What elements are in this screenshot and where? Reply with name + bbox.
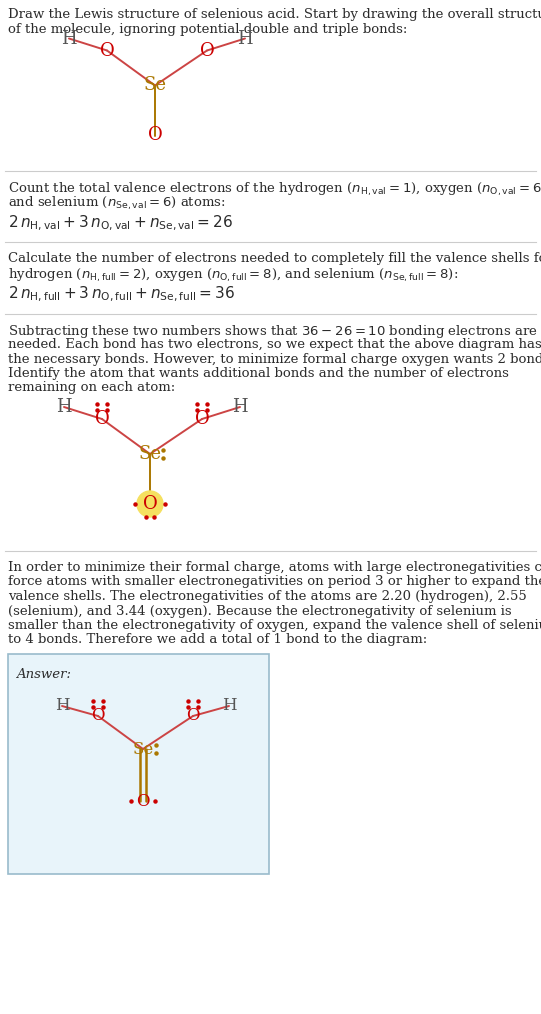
Text: O: O — [136, 793, 150, 809]
Text: H: H — [56, 399, 72, 416]
Text: $2\,n_{\mathrm{H,val}} + 3\,n_{\mathrm{O,val}} + n_{\mathrm{Se,val}} = 26$: $2\,n_{\mathrm{H,val}} + 3\,n_{\mathrm{O… — [8, 214, 233, 233]
Text: In order to minimize their formal charge, atoms with large electronegativities c: In order to minimize their formal charge… — [8, 561, 541, 574]
Circle shape — [137, 491, 163, 517]
Text: Draw the Lewis structure of selenious acid. Start by drawing the overall structu: Draw the Lewis structure of selenious ac… — [8, 8, 541, 21]
Text: of the molecule, ignoring potential double and triple bonds:: of the molecule, ignoring potential doub… — [8, 22, 407, 35]
Text: Calculate the number of electrons needed to completely fill the valence shells f: Calculate the number of electrons needed… — [8, 252, 541, 265]
Text: and selenium ($n_{\mathrm{Se,val}} = 6$) atoms:: and selenium ($n_{\mathrm{Se,val}} = 6$)… — [8, 195, 226, 212]
Text: O: O — [91, 708, 105, 724]
Text: Count the total valence electrons of the hydrogen ($n_{\mathrm{H,val}} = 1$), ox: Count the total valence electrons of the… — [8, 180, 541, 198]
Text: H: H — [232, 399, 248, 416]
Text: hydrogen ($n_{\mathrm{H,full}} = 2$), oxygen ($n_{\mathrm{O,full}} = 8$), and se: hydrogen ($n_{\mathrm{H,full}} = 2$), ox… — [8, 267, 458, 284]
Text: (selenium), and 3.44 (oxygen). Because the electronegativity of selenium is: (selenium), and 3.44 (oxygen). Because t… — [8, 604, 512, 618]
Text: O: O — [200, 42, 214, 60]
Text: Se: Se — [138, 445, 162, 463]
Text: Se: Se — [133, 740, 154, 757]
Text: O: O — [148, 127, 162, 145]
Text: to 4 bonds. Therefore we add a total of 1 bond to the diagram:: to 4 bonds. Therefore we add a total of … — [8, 634, 427, 647]
Text: O: O — [186, 708, 200, 724]
Text: Subtracting these two numbers shows that $36 - 26 = 10$ bonding electrons are: Subtracting these two numbers shows that… — [8, 323, 538, 341]
Text: O: O — [100, 42, 114, 60]
FancyBboxPatch shape — [8, 654, 269, 874]
Text: Answer:: Answer: — [16, 668, 71, 681]
Text: the necessary bonds. However, to minimize formal charge oxygen wants 2 bonds.: the necessary bonds. However, to minimiz… — [8, 353, 541, 365]
Text: valence shells. The electronegativities of the atoms are 2.20 (hydrogen), 2.55: valence shells. The electronegativities … — [8, 590, 527, 603]
Text: O: O — [95, 410, 109, 428]
Text: $2\,n_{\mathrm{H,full}} + 3\,n_{\mathrm{O,full}} + n_{\mathrm{Se,full}} = 36$: $2\,n_{\mathrm{H,full}} + 3\,n_{\mathrm{… — [8, 285, 235, 304]
Text: H: H — [222, 698, 236, 715]
Text: Identify the atom that wants additional bonds and the number of electrons: Identify the atom that wants additional … — [8, 367, 509, 380]
Text: remaining on each atom:: remaining on each atom: — [8, 381, 175, 394]
Text: Se: Se — [143, 76, 167, 94]
Text: H: H — [61, 29, 77, 48]
Text: needed. Each bond has two electrons, so we expect that the above diagram has all: needed. Each bond has two electrons, so … — [8, 338, 541, 351]
Text: O: O — [195, 410, 209, 428]
Text: O: O — [143, 495, 157, 513]
Text: H: H — [237, 29, 253, 48]
Text: H: H — [55, 698, 69, 715]
Text: smaller than the electronegativity of oxygen, expand the valence shell of seleni: smaller than the electronegativity of ox… — [8, 619, 541, 632]
Text: force atoms with smaller electronegativities on period 3 or higher to expand the: force atoms with smaller electronegativi… — [8, 576, 541, 588]
